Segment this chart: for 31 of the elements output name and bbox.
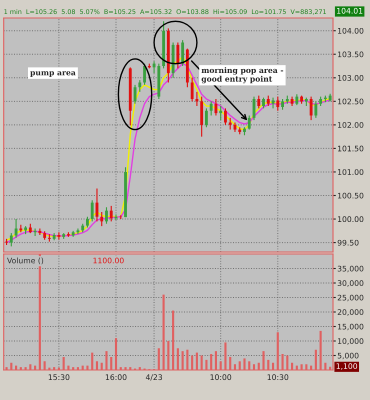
candlestick	[238, 126, 242, 135]
candlestick	[252, 96, 256, 121]
candlestick	[105, 206, 108, 224]
candlestick	[310, 96, 313, 121]
candlestick	[204, 108, 208, 128]
candlestick	[319, 96, 322, 107]
candlestick	[152, 60, 156, 74]
candlestick	[195, 91, 198, 107]
candlestick	[143, 63, 146, 86]
candlestick	[210, 100, 213, 116]
candlestick	[290, 96, 294, 107]
candlestick	[281, 98, 284, 110]
candlestick	[262, 97, 265, 109]
candlestick	[228, 117, 232, 130]
candlestick	[234, 122, 236, 132]
candlestick	[181, 40, 184, 67]
candlestick	[272, 97, 274, 109]
candlestick	[119, 214, 122, 220]
candlestick	[176, 42, 180, 69]
candlestick	[28, 223, 32, 234]
candlestick	[295, 94, 298, 106]
candlestick	[134, 84, 136, 104]
candlestick	[314, 100, 318, 118]
candlestick	[96, 188, 98, 222]
candlestick	[190, 77, 194, 102]
candlestick	[86, 216, 89, 228]
candlestick	[224, 108, 227, 126]
candlestick	[14, 218, 18, 238]
candlestick	[200, 96, 204, 138]
candlestick	[100, 211, 104, 227]
candlestick	[214, 98, 218, 116]
